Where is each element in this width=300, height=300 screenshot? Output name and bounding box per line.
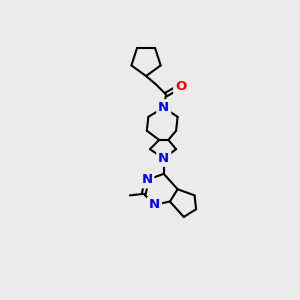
Text: N: N <box>158 101 169 114</box>
Text: N: N <box>149 198 160 211</box>
Text: N: N <box>141 173 152 187</box>
Text: N: N <box>158 152 169 165</box>
Text: O: O <box>175 80 186 93</box>
